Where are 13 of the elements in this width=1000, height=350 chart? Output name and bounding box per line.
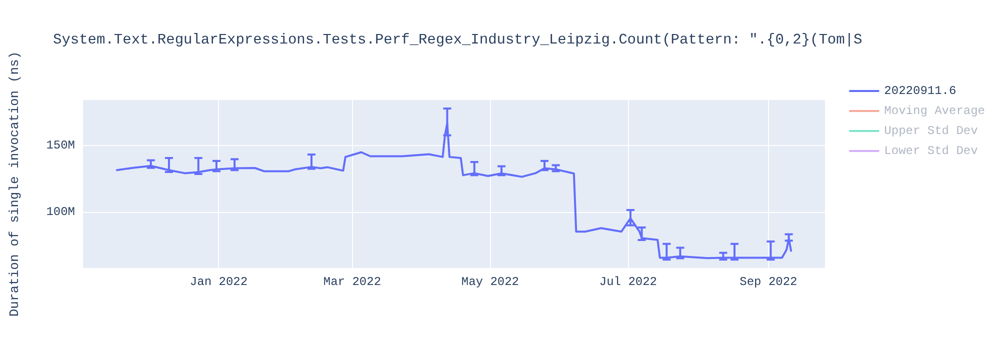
legend-label: 20220911.6 <box>884 84 956 98</box>
x-tick-label: May 2022 <box>461 275 519 289</box>
legend-label: Lower Std Dev <box>884 144 978 158</box>
chart-title: System.Text.RegularExpressions.Tests.Perf_Regex_Industry_Leipzig.Count(Pattern: ".{0,2}(Tom|S <box>53 32 862 48</box>
x-tick-label: Sep 2022 <box>740 275 798 289</box>
y-tick-label: 150M <box>46 138 75 152</box>
legend-label: Upper Std Dev <box>884 124 978 138</box>
x-tick-label: Mar 2022 <box>323 275 382 289</box>
y-tick-label: 100M <box>46 205 75 219</box>
x-tick-label: Jul 2022 <box>599 275 657 289</box>
y-axis-title: Duration of single invocation (ns) <box>7 51 22 317</box>
x-tick-label: Jan 2022 <box>190 275 248 289</box>
legend-label: Moving Average <box>884 104 986 118</box>
